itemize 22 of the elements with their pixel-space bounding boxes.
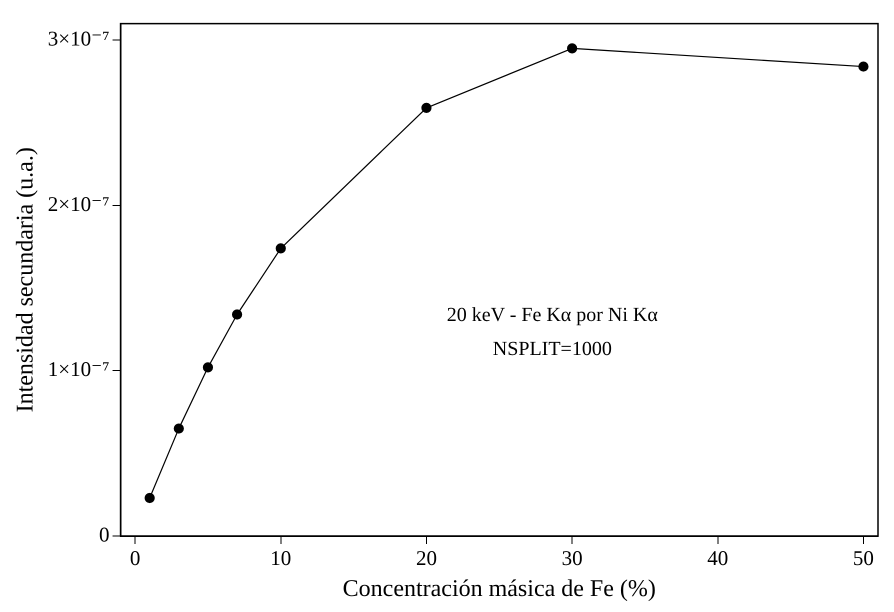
point: [567, 43, 578, 54]
y-tick-label: 3×10⁻⁷: [48, 26, 110, 51]
annotation: 20 keV - Fe Kα por Ni Kα: [446, 304, 658, 326]
point: [232, 309, 242, 320]
x-tick-label: 20: [416, 546, 437, 570]
point: [174, 423, 184, 434]
x-tick-label: 50: [852, 546, 874, 570]
x-tick-label: 0: [130, 546, 140, 570]
annotation: NSPLIT=1000: [492, 338, 612, 360]
x-axis-title: Concentración másica de Fe (%): [342, 576, 656, 602]
point: [276, 243, 286, 254]
point: [202, 362, 214, 373]
y-tick-label: 2×10⁻⁷: [48, 192, 110, 216]
y-tick-label: 1×10⁻⁷: [48, 357, 110, 382]
y-axis-title: Intensidad secundaria (u.a.): [12, 147, 39, 412]
x-tick-label: 10: [270, 546, 292, 570]
point: [421, 102, 432, 113]
point: [144, 492, 155, 504]
point: [858, 61, 869, 72]
x-tick-label: 40: [707, 546, 728, 570]
x-tick-label: 30: [562, 546, 583, 570]
y-tick-label: 0: [99, 522, 110, 547]
